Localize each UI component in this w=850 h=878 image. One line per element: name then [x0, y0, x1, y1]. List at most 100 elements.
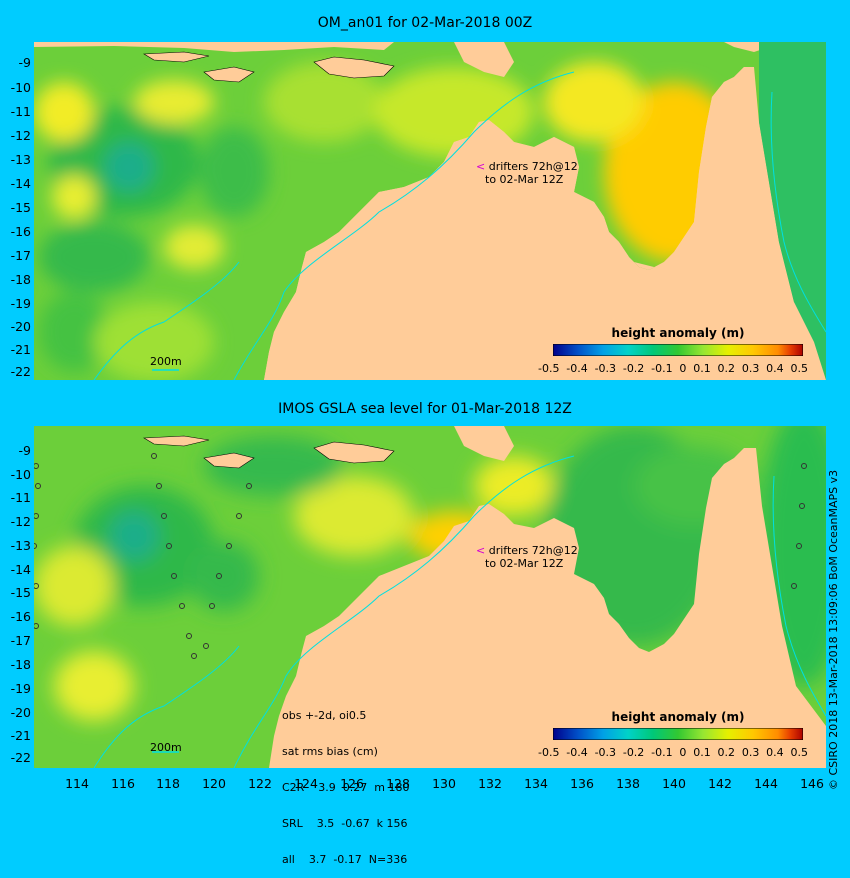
y-tick-label: -14 — [10, 176, 31, 191]
y-tick-label: -10 — [10, 80, 31, 95]
x-tick-label: 146 — [800, 776, 824, 791]
colorbar-tick: -0.3 — [594, 746, 617, 759]
y-tick-label: -11 — [10, 104, 31, 119]
colorbar-tick: 0.1 — [693, 746, 711, 759]
x-tick-label: 144 — [754, 776, 778, 791]
top-map-title: OM_an01 for 02-Mar-2018 00Z — [317, 15, 533, 31]
y-tick-label: -14 — [10, 562, 31, 577]
isobath-200m — [233, 71, 575, 380]
y-tick-label: -22 — [10, 750, 31, 765]
colorbar-tick: 0.2 — [717, 746, 736, 759]
colorbar-tick: -0.5 — [538, 746, 560, 759]
x-tick-label: 126 — [340, 776, 364, 791]
north-land — [34, 42, 826, 52]
colorbar-tick: 0.1 — [693, 362, 711, 375]
colorbar-tick: 0.4 — [766, 746, 784, 759]
x-tick-label: 124 — [294, 776, 318, 791]
track-2 — [151, 453, 197, 659]
colorbar-tick: -0.3 — [594, 362, 617, 375]
isobath-200m-west — [93, 261, 240, 380]
stats-line: all 3.7 -0.17 N=336 — [282, 853, 408, 866]
colorbar-tick: -0.4 — [566, 362, 588, 375]
timor-island — [313, 56, 395, 79]
y-tick-label: -20 — [10, 705, 31, 720]
top-map-canvas — [34, 42, 826, 380]
y-tick-label: -16 — [10, 224, 31, 239]
y-tick-label: -13 — [10, 152, 31, 167]
australia-land — [269, 448, 826, 768]
drifter-note-line2: to 02-Mar 12Z — [485, 173, 564, 186]
y-tick-label: -17 — [10, 248, 31, 263]
y-tick-label: -17 — [10, 633, 31, 648]
colorbar-tick: -0.5 — [538, 362, 560, 375]
papua-land — [454, 42, 514, 77]
isobath-200m-west — [93, 645, 240, 768]
colorbar-tick: 0.2 — [717, 362, 736, 375]
y-tick-label: -18 — [10, 272, 31, 287]
drifter-arrow-icon: < — [476, 160, 486, 173]
colorbar-tick: 0.4 — [766, 362, 784, 375]
copyright-credit: © CSIRO 2018 13-Mar-2018 13:09:06 BoM Oc… — [827, 469, 840, 790]
bottom-map-title: IMOS GSLA sea level for 01-Mar-2018 12Z — [278, 401, 572, 417]
sumbawa-island — [142, 51, 210, 63]
colorbar-tick: 0.3 — [741, 362, 760, 375]
x-tick-label: 134 — [524, 776, 548, 791]
drifter-arrow-icon: < — [476, 544, 486, 557]
coral-sea-field — [759, 42, 826, 380]
y-tick-label: -11 — [10, 490, 31, 505]
y-tick-label: -15 — [10, 585, 31, 600]
x-tick-label: 130 — [432, 776, 456, 791]
colorbar-gradient — [553, 728, 803, 740]
timor-island — [313, 441, 395, 464]
drifter-note-line1: drifters 72h@12 — [488, 544, 578, 557]
drifter-note-line1: drifters 72h@12 — [488, 160, 578, 173]
y-tick-label: -12 — [10, 514, 31, 529]
x-tick-label: 142 — [708, 776, 732, 791]
colorbar-tick-row: -0.5 -0.4 -0.3 -0.2 -0.1 0 0.1 0.2 0.3 0… — [538, 746, 808, 759]
x-tick-label: 114 — [65, 776, 89, 791]
x-tick-label: 136 — [570, 776, 594, 791]
top-scale-label: 200m — [150, 355, 182, 368]
colorbar-tick-row: -0.5 -0.4 -0.3 -0.2 -0.1 0 0.1 0.2 0.3 0… — [538, 362, 808, 375]
colorbar-title: height anomaly (m) — [611, 326, 745, 340]
isobath-200m — [233, 455, 575, 768]
y-tick-label: -22 — [10, 364, 31, 379]
y-tick-label: -15 — [10, 200, 31, 215]
x-tick-label: 116 — [111, 776, 135, 791]
x-tick-label: 128 — [386, 776, 410, 791]
colorbar-title: height anomaly (m) — [611, 710, 745, 724]
colorbar-tick: -0.4 — [566, 746, 588, 759]
sumba-island — [203, 66, 255, 83]
obs-stats-block: obs +-2d, oi0.5 sat rms bias (cm) C2R 3.… — [282, 686, 410, 878]
y-tick-label: -19 — [10, 681, 31, 696]
top-map-panel — [34, 42, 826, 380]
bottom-map-panel — [34, 426, 826, 768]
bottom-drifter-note: < drifters 72h@12 to 02-Mar 12Z — [476, 544, 578, 570]
x-tick-label: 138 — [616, 776, 640, 791]
colorbar-tick: 0.5 — [790, 362, 808, 375]
papua-land — [454, 426, 514, 461]
stats-line: SRL 3.5 -0.67 k 156 — [282, 817, 408, 830]
bottom-map-canvas — [34, 426, 826, 768]
stats-line: sat rms bias (cm) — [282, 745, 378, 758]
track-1 — [34, 463, 41, 629]
colorbar-tick: 0.5 — [790, 746, 808, 759]
colorbar-tick: -0.1 — [651, 746, 673, 759]
sumbawa-island — [142, 435, 210, 447]
colorbar-tick: 0 — [679, 362, 687, 375]
y-tick-label: -10 — [10, 467, 31, 482]
satellite-tracks — [34, 453, 807, 659]
y-tick-label: -13 — [10, 538, 31, 553]
y-tick-label: -20 — [10, 319, 31, 334]
stats-line: obs +-2d, oi0.5 — [282, 709, 367, 722]
x-tick-label: 140 — [662, 776, 686, 791]
y-tick-label: -16 — [10, 609, 31, 624]
y-tick-label: -9 — [18, 443, 31, 458]
y-tick-label: -19 — [10, 296, 31, 311]
mainland-fill — [264, 67, 826, 380]
y-tick-label: -18 — [10, 657, 31, 672]
x-tick-label: 120 — [202, 776, 226, 791]
track-4 — [791, 463, 807, 589]
track-3 — [203, 483, 252, 649]
x-tick-label: 122 — [248, 776, 272, 791]
